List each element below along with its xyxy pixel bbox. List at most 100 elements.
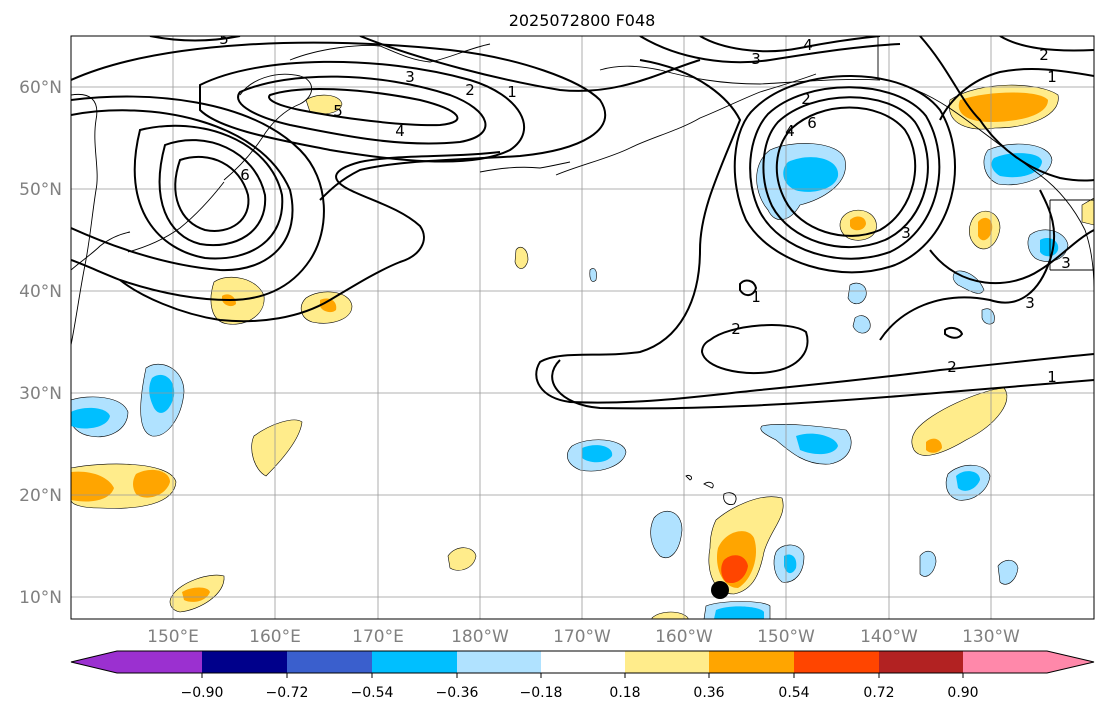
coast-chukotka	[289, 43, 491, 63]
contour-4-top	[699, 36, 881, 53]
contour-2-big	[535, 59, 1094, 404]
shade-orange-w4	[71, 471, 114, 502]
shade-ne-orange	[958, 92, 1048, 122]
contour-label: 1	[1047, 68, 1057, 86]
contour-line-1-north	[359, 36, 701, 92]
contour-label: 5	[219, 30, 229, 48]
colorbar-tick-label: 0.36	[693, 685, 724, 701]
coast-kamchatka-peninsula	[223, 73, 313, 181]
lon-label: 130°W	[962, 627, 1020, 647]
contour-label: 2	[731, 320, 741, 338]
contour-line-w-small	[119, 151, 501, 323]
contour-west-ring-2	[158, 139, 267, 247]
contour-3-small-east	[944, 326, 964, 339]
contour-1-east	[939, 68, 1094, 121]
storm-center-marker	[711, 581, 729, 599]
contour-kam-3	[199, 60, 526, 163]
colorbar-segment	[879, 651, 963, 673]
shade-blue-c3	[650, 510, 683, 558]
lat-label: 40°N	[19, 282, 62, 302]
coast-aleutians	[479, 161, 571, 173]
contour-label: 5	[333, 102, 343, 120]
shade-blue-w1-core	[71, 407, 110, 429]
contour-gulf-ring-4	[749, 86, 941, 260]
contour-2-ne	[919, 36, 1094, 182]
contour-kam-2	[71, 41, 607, 201]
shade-yellow-w6	[251, 419, 303, 477]
contour-label: 1	[1047, 368, 1057, 386]
contour-label: 4	[395, 122, 405, 140]
shade-yellow-se	[911, 387, 1008, 456]
contour-1-loop-small	[739, 279, 758, 296]
contour-1-south	[551, 359, 1094, 410]
coast-bc	[915, 89, 1094, 291]
shade-orange-w5	[133, 469, 170, 498]
lat-label: 30°N	[19, 384, 62, 404]
shade-blue-se3	[997, 559, 1019, 585]
colorbar-tick-label: −0.36	[436, 685, 479, 701]
colorbar-segment	[457, 651, 541, 673]
shade-blue-c2-core	[796, 433, 838, 455]
contour-label: 2	[465, 81, 475, 99]
latitude-labels: 60°N 50°N 40°N 30°N 20°N 10°N	[19, 78, 62, 608]
lat-label: 50°N	[19, 180, 62, 200]
coast-kuril	[127, 181, 225, 253]
shade-orange-w7	[182, 587, 210, 602]
contour-west-ring-3	[133, 124, 284, 260]
contour-2-east	[929, 229, 1094, 285]
contour-kam-5	[268, 88, 459, 127]
contour-3-top	[639, 36, 901, 64]
contour-kam-4	[237, 75, 487, 145]
contour-label: 3	[751, 50, 761, 68]
shade-blue-c4-core	[784, 554, 797, 574]
map-frame	[70, 35, 1095, 620]
coast-hawaii-1	[685, 475, 693, 481]
colorbar-outline	[70, 650, 1095, 674]
lon-label: 170°W	[553, 627, 611, 647]
contour-label: 4	[785, 122, 795, 140]
colorbar-tick-label: 0.72	[863, 685, 894, 701]
colorbar-tick-label: −0.18	[520, 685, 563, 701]
colorbar-segment	[287, 651, 372, 673]
colorbar-segment	[625, 651, 709, 673]
contour-label: 2	[947, 358, 957, 376]
contour-label: 3	[901, 224, 911, 242]
coast-kamchatka	[71, 93, 98, 346]
shade-ne-blue-core	[991, 153, 1042, 178]
contour-5-top	[149, 36, 241, 42]
colorbar-tick-label: 0.18	[609, 685, 640, 701]
lon-label: 150°E	[147, 627, 199, 647]
shade-gulf-alaska-blue-core	[783, 157, 839, 192]
shade-red-hawaii	[721, 555, 748, 584]
lon-label: 180°W	[451, 627, 509, 647]
coastlines	[71, 36, 1094, 505]
contour-2-coast	[999, 36, 1094, 52]
contour-label: 2	[1039, 46, 1049, 64]
contour-label: 4	[803, 36, 813, 54]
contour-label: 1	[507, 83, 517, 101]
map-area	[71, 36, 1094, 619]
coast-hawaii-2	[703, 481, 714, 489]
colorbar-tick-label: −0.72	[266, 685, 309, 701]
lat-label: 20°N	[19, 486, 62, 506]
colorbar-left-extend	[71, 651, 117, 673]
contour-west-ring-1	[174, 155, 250, 232]
contour-label: 3	[1025, 294, 1035, 312]
shade-blue-w2-core	[149, 374, 175, 413]
contour-label-group: 5 3 2 1 4 6 5 4 3 4 2 6 3 3 1 2 2 1 1 2 …	[219, 30, 1071, 386]
colorbar-segment	[963, 651, 1047, 673]
shade-blue-small-5	[589, 268, 597, 282]
colorbar-segment	[372, 651, 457, 673]
contour-lines	[71, 36, 1094, 410]
shade-blue-small-3	[852, 315, 871, 334]
contour-label: 1	[751, 288, 761, 306]
colorbar: −0.90 −0.72 −0.54 −0.36 −0.18 0.18 0.36 …	[70, 650, 1095, 701]
shade-blue-c5-core	[714, 606, 764, 619]
colorbar-tick-label: −0.54	[351, 685, 394, 701]
colorbar-tick-label: 0.54	[778, 685, 809, 701]
lon-label: 160°W	[655, 627, 713, 647]
graticule	[71, 36, 1094, 619]
contour-3-east	[879, 189, 1056, 341]
lat-label: 60°N	[19, 78, 62, 98]
shade-orange-w2	[320, 298, 337, 313]
